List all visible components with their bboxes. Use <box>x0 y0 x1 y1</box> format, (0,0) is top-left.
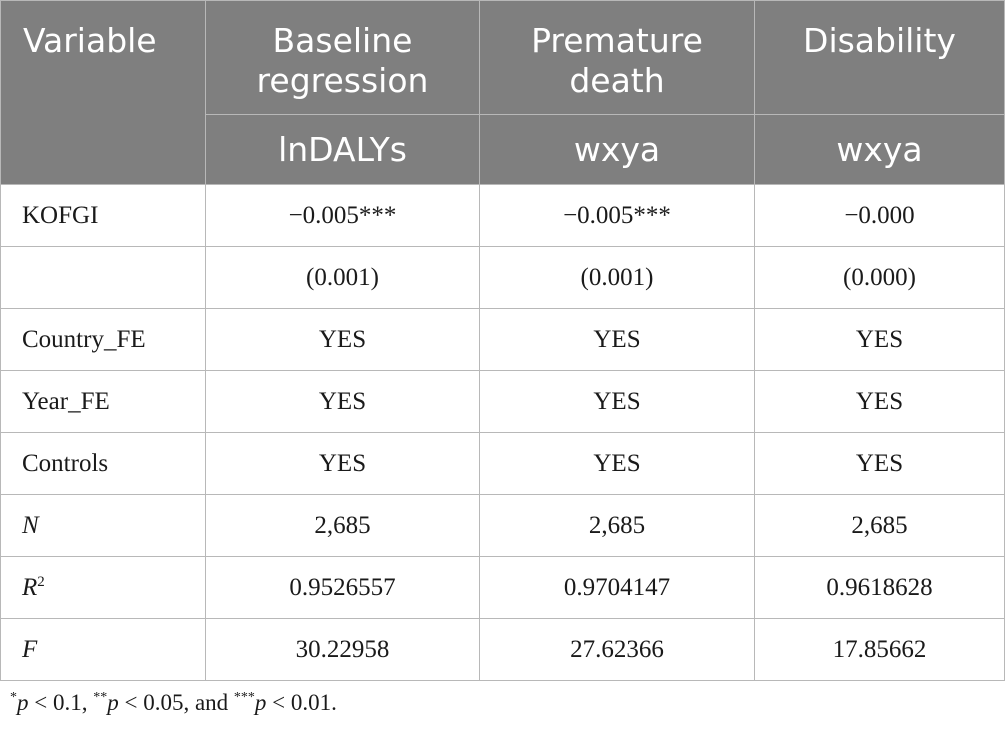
table-row-standard-errors: (0.001) (0.001) (0.000) <box>0 246 1005 309</box>
table-row-kofgi: KOFGI −0.005*** −0.005*** −0.000 <box>0 184 1005 247</box>
row-label: Year_FE <box>0 370 206 433</box>
row-label-superscript: 2 <box>37 573 45 590</box>
table-cell: (0.000) <box>754 246 1005 309</box>
row-label: R2 <box>0 556 206 619</box>
table-cell: YES <box>479 308 755 371</box>
column-header-disability: Disability <box>754 0 1005 115</box>
row-label: F <box>0 618 206 681</box>
footnote-text-1: < 0.1, <box>28 690 94 715</box>
table-cell: (0.001) <box>205 246 480 309</box>
table-cell: 17.85662 <box>754 618 1005 681</box>
dependent-var-premature-death: wxya <box>479 114 755 185</box>
row-label: Controls <box>0 432 206 495</box>
table-cell: 2,685 <box>205 494 480 557</box>
table-cell: 27.62366 <box>479 618 755 681</box>
footnote-star-3: *** <box>233 690 255 705</box>
footnote-text-3: < 0.01. <box>266 690 337 715</box>
table-row-country-fe: Country_FE YES YES YES <box>0 308 1005 371</box>
table-row-r-squared: R2 0.9526557 0.9704147 0.9618628 <box>0 556 1005 619</box>
significance-footnote: *p < 0.1, **p < 0.05, and ***p < 0.01. <box>10 690 337 716</box>
table-cell: −0.005*** <box>205 184 480 247</box>
row-label-text: R <box>22 573 38 601</box>
table-cell: YES <box>205 432 480 495</box>
table-cell: 0.9526557 <box>205 556 480 619</box>
column-header-baseline: Baseline regression <box>205 0 480 115</box>
footnote-star-1: * <box>10 690 17 705</box>
table-cell: YES <box>754 432 1005 495</box>
table-cell: YES <box>479 432 755 495</box>
footnote-star-2: ** <box>93 690 108 705</box>
row-label: KOFGI <box>0 184 206 247</box>
table-row-year-fe: Year_FE YES YES YES <box>0 370 1005 433</box>
table-cell: YES <box>205 370 480 433</box>
row-label <box>0 246 206 309</box>
variable-column-header: Variable <box>0 0 206 185</box>
footnote-text-2: < 0.05, and <box>118 690 234 715</box>
table-row-controls: Controls YES YES YES <box>0 432 1005 495</box>
table-cell: 30.22958 <box>205 618 480 681</box>
table-cell: YES <box>754 370 1005 433</box>
regression-results-table: Variable Baseline regression Premature d… <box>0 0 1005 681</box>
table-row-f: F 30.22958 27.62366 17.85662 <box>0 618 1005 681</box>
header-row: Variable Baseline regression Premature d… <box>0 0 1005 185</box>
table-cell: 2,685 <box>479 494 755 557</box>
table-cell: YES <box>479 370 755 433</box>
table-cell: −0.000 <box>754 184 1005 247</box>
row-label: Country_FE <box>0 308 206 371</box>
footnote-p-1: p <box>17 690 29 715</box>
dependent-var-baseline: lnDALYs <box>205 114 480 185</box>
table-cell: −0.005*** <box>479 184 755 247</box>
table-cell: 0.9704147 <box>479 556 755 619</box>
table-header: Variable Baseline regression Premature d… <box>0 0 1005 185</box>
table-body: KOFGI −0.005*** −0.005*** −0.000 (0.001)… <box>0 184 1005 681</box>
footnote-p-3: p <box>254 690 267 715</box>
table-cell: (0.001) <box>479 246 755 309</box>
table-cell: 0.9618628 <box>754 556 1005 619</box>
table-row-n: N 2,685 2,685 2,685 <box>0 494 1005 557</box>
column-header-premature-death: Premature death <box>479 0 755 115</box>
table-cell: YES <box>754 308 1005 371</box>
row-label: N <box>0 494 206 557</box>
dependent-variable-row: lnDALYs wxya wxya <box>1 114 1005 185</box>
footnote-p-2: p <box>107 690 119 715</box>
table-cell: 2,685 <box>754 494 1005 557</box>
dependent-var-disability: wxya <box>754 114 1005 185</box>
table-cell: YES <box>205 308 480 371</box>
